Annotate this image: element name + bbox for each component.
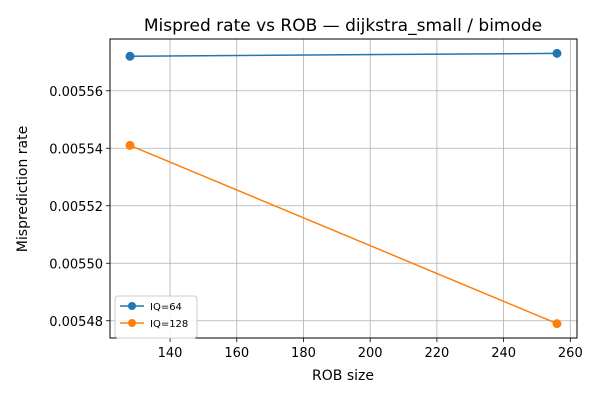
legend-swatch-marker bbox=[128, 302, 136, 310]
y-axis-label: Misprediction rate bbox=[15, 126, 31, 252]
legend-label: IQ=64 bbox=[150, 302, 182, 313]
data-point bbox=[125, 51, 135, 61]
y-tick-label: 0.00554 bbox=[49, 142, 103, 157]
data-point bbox=[552, 48, 562, 58]
x-axis: 140 160 180 200 220 240 260 bbox=[158, 338, 583, 361]
y-tick-label: 0.00548 bbox=[49, 315, 103, 330]
legend-label: IQ=128 bbox=[150, 319, 188, 330]
y-tick-label: 0.00556 bbox=[49, 85, 103, 100]
x-tick-label: 160 bbox=[224, 346, 249, 361]
data-point bbox=[552, 319, 562, 329]
x-axis-label: ROB size bbox=[312, 368, 374, 384]
y-axis: 0.00548 0.00550 0.00552 0.00554 0.00556 bbox=[49, 85, 110, 330]
y-tick-label: 0.00552 bbox=[49, 200, 103, 215]
legend-swatch-marker bbox=[128, 319, 136, 327]
plot-area-frame bbox=[109, 38, 578, 339]
x-tick-label: 180 bbox=[291, 346, 316, 361]
series-line bbox=[129, 144, 558, 325]
data-point bbox=[125, 140, 135, 150]
grid bbox=[110, 39, 577, 338]
y-tick-label: 0.00550 bbox=[49, 257, 103, 272]
x-tick-label: 260 bbox=[558, 346, 583, 361]
legend: IQ=64 IQ=128 bbox=[114, 295, 198, 339]
x-tick-label: 240 bbox=[491, 346, 516, 361]
series-line bbox=[129, 52, 558, 57]
x-tick-label: 220 bbox=[424, 346, 449, 361]
series-layer bbox=[125, 48, 562, 329]
x-tick-label: 140 bbox=[158, 346, 183, 361]
chart-title: Mispred rate vs ROB — dijkstra_small / b… bbox=[144, 16, 542, 36]
x-tick-label: 200 bbox=[358, 346, 383, 361]
